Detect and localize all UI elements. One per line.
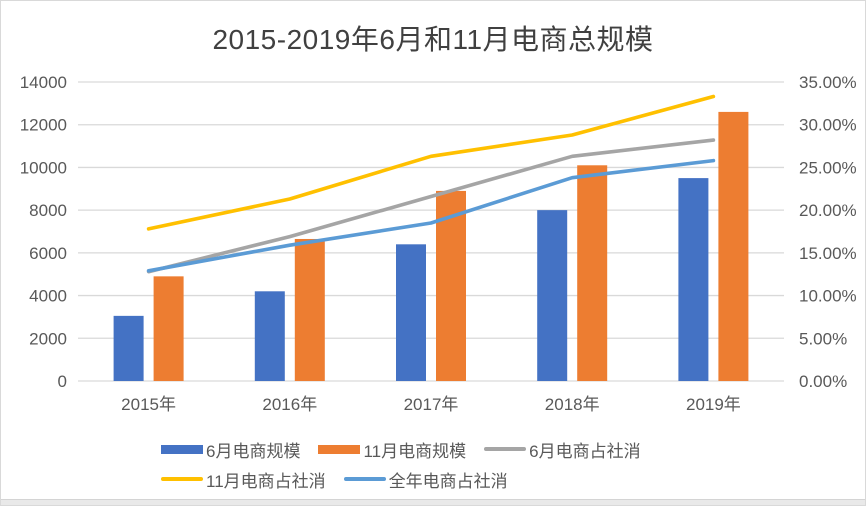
x-axis-label: 2019年 bbox=[686, 395, 741, 414]
left-axis-tick-label: 4000 bbox=[29, 287, 67, 306]
bar-segment bbox=[113, 315, 144, 381]
left-axis-tick-label: 6000 bbox=[29, 244, 67, 263]
legend-row: 11月电商占社消 全年电商占社消 bbox=[161, 464, 761, 494]
x-axis-label: 2017年 bbox=[404, 395, 459, 414]
legend-label: 11月电商占社消 bbox=[206, 471, 326, 491]
legend-label: 6月电商规模 bbox=[206, 441, 301, 461]
legend-label: 全年电商占社消 bbox=[388, 471, 508, 491]
left-axis-tick-label: 10000 bbox=[20, 158, 67, 177]
legend-bar-swatch-icon bbox=[161, 444, 203, 454]
bar-segment bbox=[436, 190, 466, 381]
window-bottom-strip bbox=[1, 499, 865, 505]
legend-row: 6月电商规模 11月电商规模 6月电商占社消 bbox=[161, 434, 761, 464]
left-axis-tick-label: 14000 bbox=[20, 73, 67, 92]
line-series bbox=[146, 138, 716, 274]
x-axis-label: 2015年 bbox=[121, 395, 176, 414]
bar-segment bbox=[718, 111, 749, 382]
legend-bar-swatch-icon bbox=[318, 444, 361, 454]
bar-segment bbox=[537, 210, 568, 381]
line-series bbox=[146, 158, 716, 273]
left-axis-tick-label: 0 bbox=[58, 372, 67, 391]
right-axis-tick-label: 5.00% bbox=[799, 329, 847, 348]
legend-item: 11月电商占社消 bbox=[161, 467, 326, 492]
legend-item: 全年电商占社消 bbox=[343, 467, 508, 492]
bar-segment bbox=[294, 238, 325, 381]
legend-item: 11月电商规模 bbox=[318, 437, 466, 462]
right-axis-tick-label: 35.00% bbox=[799, 73, 857, 92]
legend-line-swatch-icon bbox=[343, 477, 386, 481]
x-axis-label: 2016年 bbox=[262, 395, 317, 414]
left-axis-tick-label: 2000 bbox=[29, 329, 67, 348]
legend-label: 6月电商占社消 bbox=[529, 441, 641, 461]
right-axis-tick-label: 15.00% bbox=[799, 244, 857, 263]
bar-segment bbox=[254, 291, 285, 381]
bar-segment bbox=[153, 276, 184, 381]
legend-label: 11月电商规模 bbox=[363, 441, 467, 461]
bar-segment bbox=[396, 244, 426, 381]
right-axis-tick-label: 10.00% bbox=[799, 287, 857, 306]
chart-legend: 6月电商规模 11月电商规模 6月电商占社消 11月电商占社消 全年电商占社消 bbox=[161, 434, 761, 494]
right-axis-tick-label: 0.00% bbox=[799, 372, 847, 391]
line-series bbox=[146, 94, 716, 231]
right-axis-tick-label: 30.00% bbox=[799, 116, 857, 135]
left-axis-tick-label: 8000 bbox=[29, 201, 67, 220]
legend-line-swatch-icon bbox=[484, 447, 527, 451]
chart-title: 2015-2019年6月和11月电商总规模 bbox=[212, 24, 654, 55]
legend-item: 6月电商占社消 bbox=[484, 437, 641, 462]
legend-item: 6月电商规模 bbox=[161, 437, 300, 462]
right-axis-tick-label: 20.00% bbox=[799, 201, 857, 220]
left-axis-tick-label: 12000 bbox=[20, 116, 67, 135]
bar-segment bbox=[678, 178, 709, 381]
x-axis-label: 2018年 bbox=[545, 395, 600, 414]
legend-line-swatch-icon bbox=[161, 477, 203, 481]
right-axis-tick-label: 25.00% bbox=[799, 158, 857, 177]
bar-segment bbox=[577, 165, 608, 381]
combo-chart-plot-area: 0 0.00% 2000 5.00% 4000 10.00% 6000 15.00% 8000 2… bbox=[20, 73, 857, 414]
